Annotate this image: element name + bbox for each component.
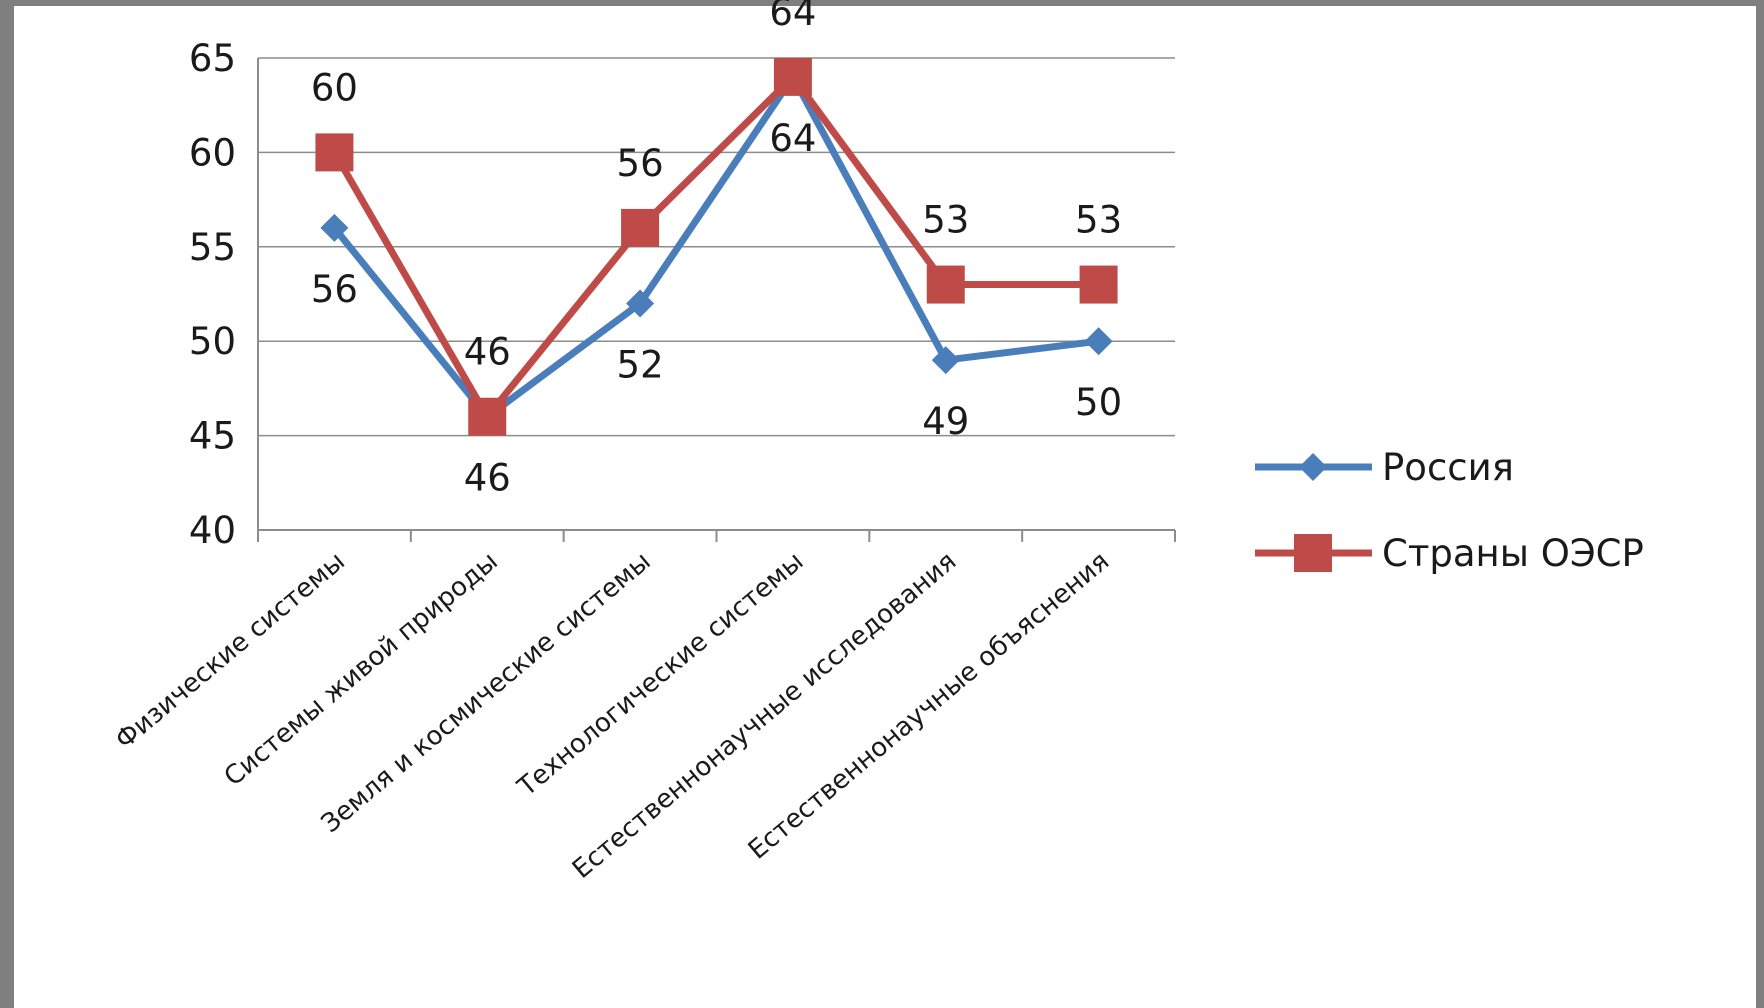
legend-marker-diamond xyxy=(1299,453,1327,481)
x-category-label: Технологические системы xyxy=(512,546,810,803)
data-label: 64 xyxy=(769,117,816,160)
y-tick-label: 55 xyxy=(189,226,236,269)
data-point-diamond xyxy=(320,213,349,242)
data-point-diamond xyxy=(1084,327,1113,356)
series-markers xyxy=(315,57,1118,436)
legend-label: Страны ОЭСР xyxy=(1382,532,1644,575)
data-point-diamond xyxy=(626,289,655,318)
y-tick-label: 45 xyxy=(189,415,236,458)
y-tick-label: 50 xyxy=(189,320,236,363)
legend: Россия Страны ОЭСР xyxy=(1255,446,1644,575)
data-label: 46 xyxy=(464,331,511,374)
data-label: 53 xyxy=(1075,199,1122,242)
data-point-square xyxy=(1079,265,1118,304)
data-point-square xyxy=(315,133,354,172)
data-label: 52 xyxy=(617,343,664,386)
series-lines xyxy=(331,73,1100,421)
legend-marker-square xyxy=(1294,534,1332,572)
data-label: 60 xyxy=(311,66,358,109)
data-point-square xyxy=(468,397,507,436)
data-label: 46 xyxy=(464,457,511,500)
grid-layer xyxy=(258,57,1175,437)
data-label: 50 xyxy=(1075,381,1122,424)
data-label: 53 xyxy=(922,199,969,242)
y-tick-label: 65 xyxy=(189,37,236,80)
legend-label: Россия xyxy=(1382,446,1514,489)
y-tick-label: 40 xyxy=(189,509,236,552)
x-category-label: Системы живой природы xyxy=(219,546,504,792)
data-labels: 56 46 52 64 49 50 60 46 56 64 53 53 xyxy=(311,0,1122,500)
data-label: 49 xyxy=(922,400,969,443)
data-point-square xyxy=(773,57,812,96)
series-line-0 xyxy=(331,73,1100,421)
data-point-square xyxy=(926,265,965,304)
x-category-label: Земля и космические системы xyxy=(316,546,657,839)
data-point-diamond xyxy=(931,346,960,375)
data-label: 56 xyxy=(311,268,358,311)
y-tick-label: 60 xyxy=(189,131,236,174)
data-point-square xyxy=(621,208,660,247)
series-line-1 xyxy=(331,73,1099,421)
data-label: 64 xyxy=(769,0,816,34)
data-label: 56 xyxy=(617,142,664,185)
